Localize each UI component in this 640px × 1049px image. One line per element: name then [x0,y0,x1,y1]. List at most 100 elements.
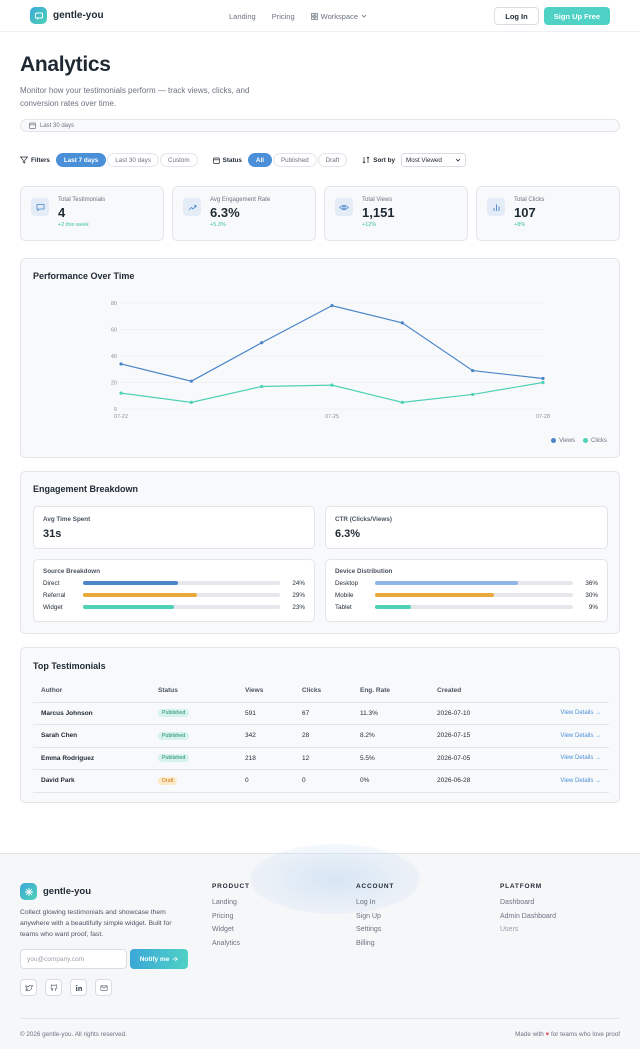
notify-button[interactable]: Notify me [130,949,188,969]
status-badge: Published [158,709,190,718]
data-point-views [260,341,264,345]
status-label: Status [212,157,242,164]
footer-link-users[interactable]: Users [500,926,519,933]
bar-chart-icon [487,198,505,216]
sort-icon [362,156,370,164]
avg-time-label: Avg Time Spent [43,516,91,523]
col-created: Created [429,680,519,703]
range-7-days[interactable]: Last 7 days [55,153,107,167]
view-details-link[interactable]: View Details → [519,702,609,725]
chevron-down-icon [361,14,367,18]
footer-link-analytics[interactable]: Analytics [212,939,241,947]
author-name: Marcus Johnson [33,702,150,725]
calendar-icon [29,122,36,129]
device-pct: 30% [585,591,598,599]
login-button[interactable]: Log In [494,7,539,25]
status-draft[interactable]: Draft [317,153,348,167]
footer-link-landing[interactable]: Landing [212,899,237,906]
range-30-days[interactable]: Last 30 days [107,153,159,167]
status-cell: Draft [150,769,237,793]
col-eng-rate: Eng. Rate [352,680,429,703]
github-icon[interactable] [45,979,62,996]
sort-text: Sort by [373,156,395,164]
email-input[interactable]: you@company.com [20,949,127,969]
source-name: Direct [43,579,60,587]
linkedin-icon[interactable] [70,979,87,996]
author-name: Emma Rodriguez [33,747,150,770]
footer-link-widget[interactable]: Widget [212,926,234,933]
twitter-icon[interactable] [20,979,37,996]
source-pct: 23% [292,603,306,611]
signup-button[interactable]: Sign Up Free [543,7,610,25]
testimonials-table: Author Status Views Clicks Eng. Rate Cre… [33,680,609,793]
nav-link-pricing[interactable]: Pricing [271,11,295,21]
stat-card-clicks: Total Clicks 107 +8% [476,186,620,241]
footer-description: Collect glowing testimonials and showcas… [20,909,172,938]
clicks-cell: 28 [294,724,352,748]
status-all[interactable]: All [247,153,272,167]
status-cell: Published [150,724,237,748]
avg-time-value: 31s [43,528,62,540]
footer-brand[interactable]: gentle-you [20,883,91,900]
device-bar-fill [374,593,494,597]
footer-link-admin-dashboard[interactable]: Admin Dashboard [500,912,557,920]
workspace-menu[interactable]: Workspace [310,12,367,21]
rate-cell: 5.5% [352,747,429,770]
product-heading: PRODUCT [212,883,250,890]
created-cell: 2026-07-10 [429,702,519,725]
stat-card-views: Total Views 1,151 +12% [324,186,468,241]
filters-bar: Filters Last 7 days Last 30 days Custom … [20,153,620,167]
mail-icon[interactable] [95,979,112,996]
stat-value: 4 [58,205,66,220]
ctr-box: CTR (Clicks/Views) 6.3% [325,506,608,549]
footer-link-pricing[interactable]: Pricing [212,912,234,920]
footer-link-dashboard[interactable]: Dashboard [500,899,535,906]
device-name: Mobile [335,591,354,599]
stat-change: +8% [514,222,526,228]
data-point-views [541,376,545,381]
data-point-views [189,379,193,383]
table-row: Emma Rodriguez Published 218 12 5.5% 202… [33,747,609,770]
rate-cell: 11.3% [352,702,429,725]
footer-link-signup[interactable]: Sign Up [356,912,381,920]
message-icon [31,198,49,216]
date-range-picker[interactable]: Last 30 days [20,119,620,132]
stat-change: +12% [362,222,377,228]
range-custom[interactable]: Custom [159,153,198,167]
status-published[interactable]: Published [272,153,317,167]
sort-label: Sort by [362,156,395,164]
footer-link-billing[interactable]: Billing [356,939,375,947]
stat-label: Total Views [362,197,393,203]
footer-link-settings[interactable]: Settings [356,926,382,933]
x-tick-label: 07-22 [114,414,128,420]
device-pct: 36% [585,579,598,587]
trending-up-icon [183,198,201,216]
stat-change: +2 this week [58,222,89,228]
stat-label: Total Testimonials [58,197,106,203]
engagement-title: Engagement Breakdown [33,484,139,494]
page-subtitle: Monitor how your testimonials perform — … [20,86,250,108]
footer-brand-name: gentle-you [43,886,92,897]
view-details-link[interactable]: View Details → [519,724,609,748]
made-with: Made with ♥ for teams who love proof [515,1031,620,1038]
views-cell: 0 [237,769,294,793]
y-tick-label: 40 [111,354,117,360]
device-row: Desktop 36% [335,577,598,589]
brand-logo[interactable]: gentle-you [30,7,104,24]
view-details-link[interactable]: View Details → [519,747,609,770]
rate-cell: 8.2% [352,724,429,748]
avg-time-box: Avg Time Spent 31s [33,506,315,549]
footer-col-account: ACCOUNT Log In Sign Up Settings Billing [356,883,394,953]
device-bar [374,593,574,597]
data-point-views [330,304,334,308]
author-name: David Park [33,769,150,793]
stat-value: 107 [514,205,536,220]
stat-value: 1,151 [362,205,395,220]
data-point-clicks [400,400,404,404]
footer-glow [250,844,420,914]
view-details-link[interactable]: View Details → [519,769,609,793]
footer-link-login[interactable]: Log In [356,899,376,906]
nav-link-landing[interactable]: Landing [229,11,256,21]
col-author: Author [33,680,150,703]
sort-select[interactable]: Most Viewed [400,153,466,167]
